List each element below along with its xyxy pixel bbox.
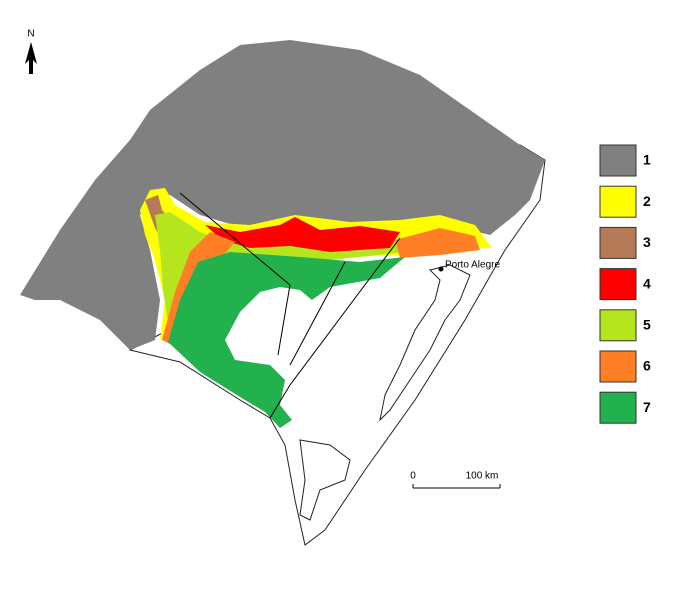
scale-label: 100 km <box>466 471 499 482</box>
legend-swatch <box>599 185 637 218</box>
legend-label: 6 <box>643 358 651 374</box>
legend-swatch <box>599 350 637 383</box>
legend-label: 2 <box>643 193 651 209</box>
lagoon-outline <box>299 439 351 521</box>
scale-label: 0 <box>410 471 416 482</box>
legend-swatch <box>599 309 637 342</box>
north-label: N <box>27 29 34 40</box>
zone-5 <box>155 212 405 322</box>
city-dot <box>438 266 444 272</box>
legend-swatch <box>599 226 637 259</box>
legend-swatch <box>599 268 637 301</box>
lagoon-outline <box>379 264 471 422</box>
legend-label: 1 <box>643 152 651 168</box>
legend-label: 7 <box>643 399 651 415</box>
legend-label: 3 <box>643 234 651 250</box>
zone-7 <box>168 252 405 428</box>
legend-swatch <box>599 391 637 424</box>
zone-2 <box>140 188 492 340</box>
scale-bar <box>412 484 501 489</box>
zone-4 <box>205 217 400 252</box>
boundary-lines <box>179 192 401 419</box>
zone-6 <box>162 228 480 345</box>
zone-1 <box>20 40 545 350</box>
legend-label: 5 <box>643 317 651 333</box>
north-arrow <box>25 42 37 74</box>
legend-swatch <box>599 144 637 177</box>
legend-label: 4 <box>643 275 651 291</box>
legend: 1 2 3 4 5 6 7 <box>599 144 651 424</box>
city-label: Porto Alegre <box>445 260 500 271</box>
